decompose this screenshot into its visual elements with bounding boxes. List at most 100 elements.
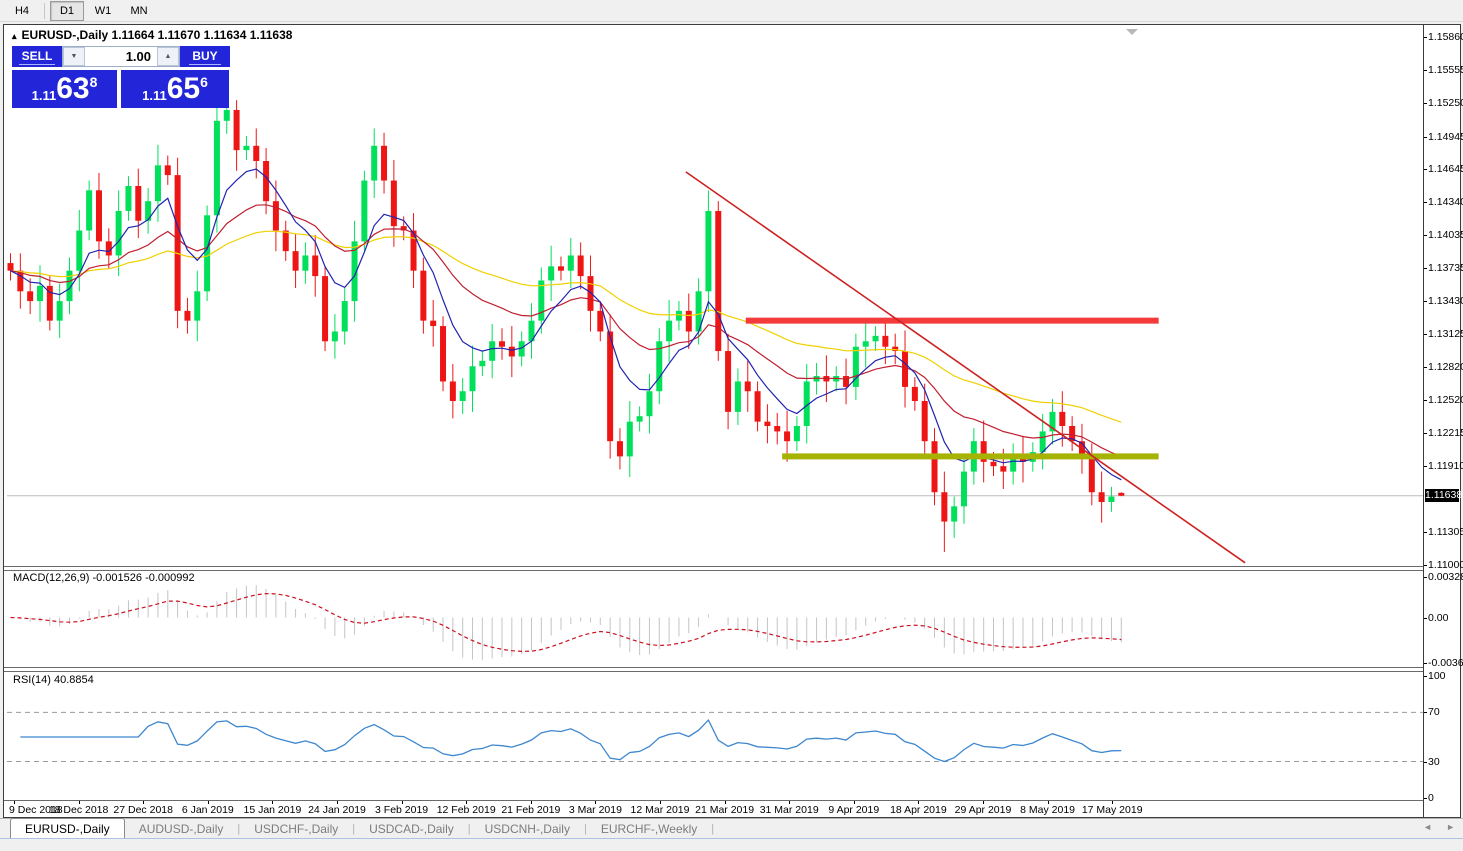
price-tick <box>1424 136 1427 138</box>
price-tick <box>1424 399 1427 401</box>
date-axis-label: 8 May 2019 <box>1020 804 1076 816</box>
candlestick-chart[interactable] <box>7 26 1423 565</box>
date-tick <box>78 801 80 804</box>
date-tick <box>272 801 274 804</box>
sell-button[interactable]: SELL <box>12 46 62 67</box>
rsi-label: RSI(14) 40.8854 <box>13 674 94 686</box>
price-axis-label: 1.13430 <box>1428 295 1463 308</box>
price-tick <box>1424 367 1427 369</box>
date-tick <box>595 801 597 804</box>
chart-title-text: EURUSD-,Daily 1.11664 1.11670 1.11634 1.… <box>21 28 293 42</box>
current-price-tag: 1.11638 <box>1425 489 1463 503</box>
price-axis-label: 1.12520 <box>1428 393 1463 406</box>
price-axis-label: 1.12215 <box>1428 427 1463 440</box>
rsi-chart[interactable] <box>7 672 1423 799</box>
price-axis-label: 1.15250 <box>1428 97 1463 110</box>
macd-chart[interactable] <box>7 571 1423 666</box>
macd-label: MACD(12,26,9) -0.001526 -0.000992 <box>13 572 195 584</box>
price-axis-label: 1.14945 <box>1428 130 1463 143</box>
price-tick <box>1424 70 1427 72</box>
date-tick <box>337 801 338 804</box>
price-axis-label: 1.11305 <box>1428 525 1463 538</box>
timeframe-button-h4[interactable]: H4 <box>5 0 39 21</box>
volume-increase-icon[interactable]: ▲ <box>157 47 179 66</box>
rsi-tick <box>1424 761 1427 763</box>
tab-scroll-left-icon[interactable]: ◄ <box>1423 822 1433 832</box>
price-tick <box>1424 267 1427 269</box>
chart-tab-eurusd[interactable]: EURUSD-,Daily <box>10 818 125 838</box>
price-axis-label: 1.13735 <box>1428 261 1463 274</box>
price-tick <box>1424 334 1427 336</box>
price-tick <box>1424 103 1427 105</box>
status-strip <box>0 838 1463 851</box>
collapse-trade-panel-icon[interactable]: ▴ <box>12 31 17 41</box>
date-tick <box>918 801 920 804</box>
date-tick <box>724 801 726 804</box>
tab-scroll-right-icon[interactable]: ► <box>1446 822 1455 832</box>
timeframe-button-d1[interactable]: D1 <box>50 0 84 21</box>
toolbar-divider <box>44 2 45 19</box>
chart-tab-bar: EURUSD-,Daily AUDUSD-,Daily | USDCHF-,Daily… <box>0 818 1463 838</box>
price-tick <box>1424 235 1427 237</box>
buy-button[interactable]: BUY <box>180 46 230 67</box>
date-tick <box>1047 801 1049 804</box>
chart-tab-usdcad[interactable]: USDCAD-,Daily <box>369 821 454 836</box>
tab-separator: | <box>467 822 471 835</box>
date-axis: 9 Dec 2018 18 Dec 2018 27 Dec 2018 6 Jan 20… <box>7 801 1423 817</box>
date-axis-label: 3 Mar 2019 <box>568 804 622 816</box>
date-tick <box>853 801 855 804</box>
price-axis-label: 1.11000 <box>1428 559 1463 571</box>
volume-input[interactable] <box>85 47 157 66</box>
price-tick <box>1424 531 1427 533</box>
date-axis-label: 9 Dec 2018 <box>9 804 63 816</box>
date-tick <box>660 801 661 804</box>
price-tick <box>1424 466 1427 468</box>
price-tick <box>1424 565 1427 566</box>
timeframe-button-w1[interactable]: W1 <box>86 0 120 21</box>
macd-axis-label: 0.003287 <box>1428 570 1463 583</box>
sell-price-display[interactable]: 1.11 63 8 <box>12 70 117 108</box>
price-axis-label: 1.15860 <box>1428 31 1463 44</box>
date-tick <box>530 801 532 804</box>
chart-tab-eurchf[interactable]: EURCHF-,Weekly <box>600 821 698 836</box>
price-tick <box>1424 301 1427 303</box>
date-axis-label: 3 Feb 2019 <box>375 804 429 816</box>
macd-axis-label: -0.003651 <box>1428 657 1463 670</box>
timeframe-button-mn[interactable]: MN <box>122 0 156 21</box>
date-axis-label: 21 Feb 2019 <box>501 804 561 816</box>
timeframe-toolbar: H4 D1 W1 MN <box>0 0 1463 22</box>
rsi-axis-label: 70 <box>1428 706 1440 719</box>
date-tick <box>466 801 468 804</box>
buy-price-display[interactable]: 1.11 65 6 <box>121 70 229 108</box>
price-axis-label: 1.14035 <box>1428 229 1463 242</box>
rsi-tick <box>1424 675 1427 677</box>
price-axis-label: 1.14340 <box>1428 196 1463 209</box>
price-tick <box>1424 433 1427 435</box>
macd-tick <box>1424 617 1427 619</box>
date-axis-label: 31 Mar 2019 <box>759 804 819 816</box>
date-axis-label: 27 Dec 2018 <box>113 804 173 816</box>
date-axis-label: 12 Mar 2019 <box>630 804 690 816</box>
tab-separator: | <box>352 822 356 835</box>
chart-tab-usdchf[interactable]: USDCHF-,Daily <box>254 821 339 836</box>
date-axis-label: 9 Apr 2019 <box>828 804 880 816</box>
date-axis-label: 21 Mar 2019 <box>695 804 755 816</box>
date-tick <box>789 801 791 804</box>
date-axis-label: 6 Jan 2019 <box>181 804 234 816</box>
date-tick <box>1112 801 1114 804</box>
price-axis-label: 1.12820 <box>1428 361 1463 374</box>
date-axis-label: 17 May 2019 <box>1081 804 1143 816</box>
price-tick <box>1424 37 1427 39</box>
date-tick <box>14 801 15 804</box>
rsi-tick <box>1424 798 1427 800</box>
tab-separator: | <box>583 822 587 835</box>
chart-tab-audusd[interactable]: AUDUSD-,Daily <box>138 821 224 836</box>
volume-decrease-icon[interactable]: ▼ <box>63 47 85 66</box>
date-axis-label: 29 Apr 2019 <box>954 804 1012 816</box>
rsi-axis-label: 30 <box>1428 755 1440 768</box>
price-tick <box>1424 169 1427 171</box>
panel-separator <box>4 800 1459 801</box>
chart-tab-usdcnh[interactable]: USDCNH-,Daily <box>484 821 570 836</box>
rsi-axis-label: 0 <box>1428 792 1434 805</box>
price-axis: 1.11638 1.15860 1.15555 1.15250 1.14945 1.14… <box>1423 25 1463 817</box>
